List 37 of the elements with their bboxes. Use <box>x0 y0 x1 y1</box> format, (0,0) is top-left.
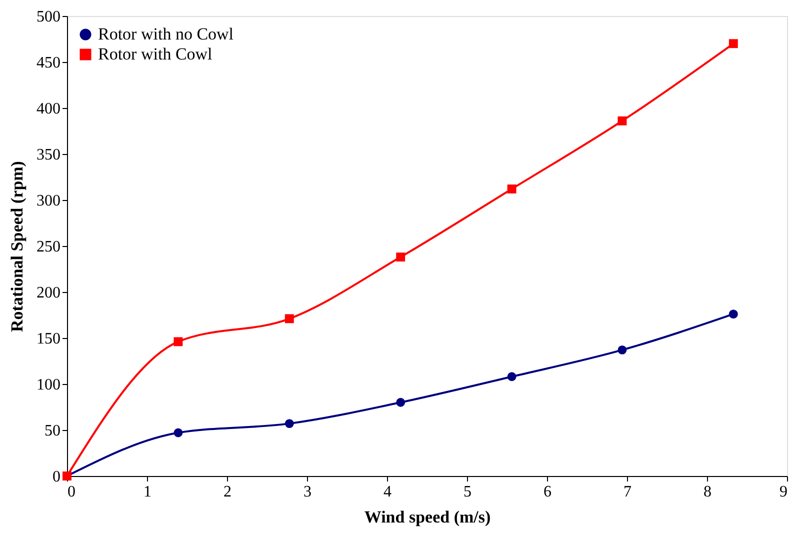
point <box>728 310 738 319</box>
x-tick-label: 3 <box>304 484 312 500</box>
x-tick-label: 1 <box>144 484 152 500</box>
y-tick-label: 200 <box>36 284 60 302</box>
y-tick-label: 350 <box>36 146 60 164</box>
y-tick-label: 400 <box>36 100 60 118</box>
y-tick-label: 50 <box>44 422 60 440</box>
point <box>396 398 406 407</box>
point <box>284 314 294 324</box>
point <box>396 252 406 262</box>
x-tick-label: 7 <box>624 484 632 500</box>
legend-label: Rotor with Cowl <box>98 44 213 64</box>
point <box>618 345 627 354</box>
x-tick-label: 6 <box>544 484 552 500</box>
y-tick-label: 450 <box>36 54 60 72</box>
y-tick-label: 300 <box>36 192 60 210</box>
x-tick-label: 4 <box>384 484 392 500</box>
y-tick-label: 500 <box>36 8 60 26</box>
y-tick-label: 0 <box>52 468 60 486</box>
x-tick-label: 8 <box>704 484 712 500</box>
point <box>507 184 516 194</box>
point <box>618 116 627 126</box>
x-tick-label: 9 <box>780 484 788 500</box>
x-tick-label: 2 <box>224 484 232 500</box>
y-tick-label: 150 <box>36 330 60 348</box>
x-tick-label: 0 <box>68 484 76 500</box>
point <box>174 337 183 346</box>
y-tick-label: 250 <box>36 238 60 256</box>
legend-label: Rotor with no Cowl <box>98 24 234 44</box>
point <box>284 419 294 428</box>
x-axis-title: Wind speed (m/s) <box>364 508 491 526</box>
point <box>174 428 183 438</box>
y-axis-title: Rotational Speed (rpm) <box>8 161 26 332</box>
point <box>728 39 738 48</box>
x-tick-label: 5 <box>464 484 472 500</box>
point <box>507 372 516 382</box>
y-tick-label: 100 <box>36 376 60 394</box>
